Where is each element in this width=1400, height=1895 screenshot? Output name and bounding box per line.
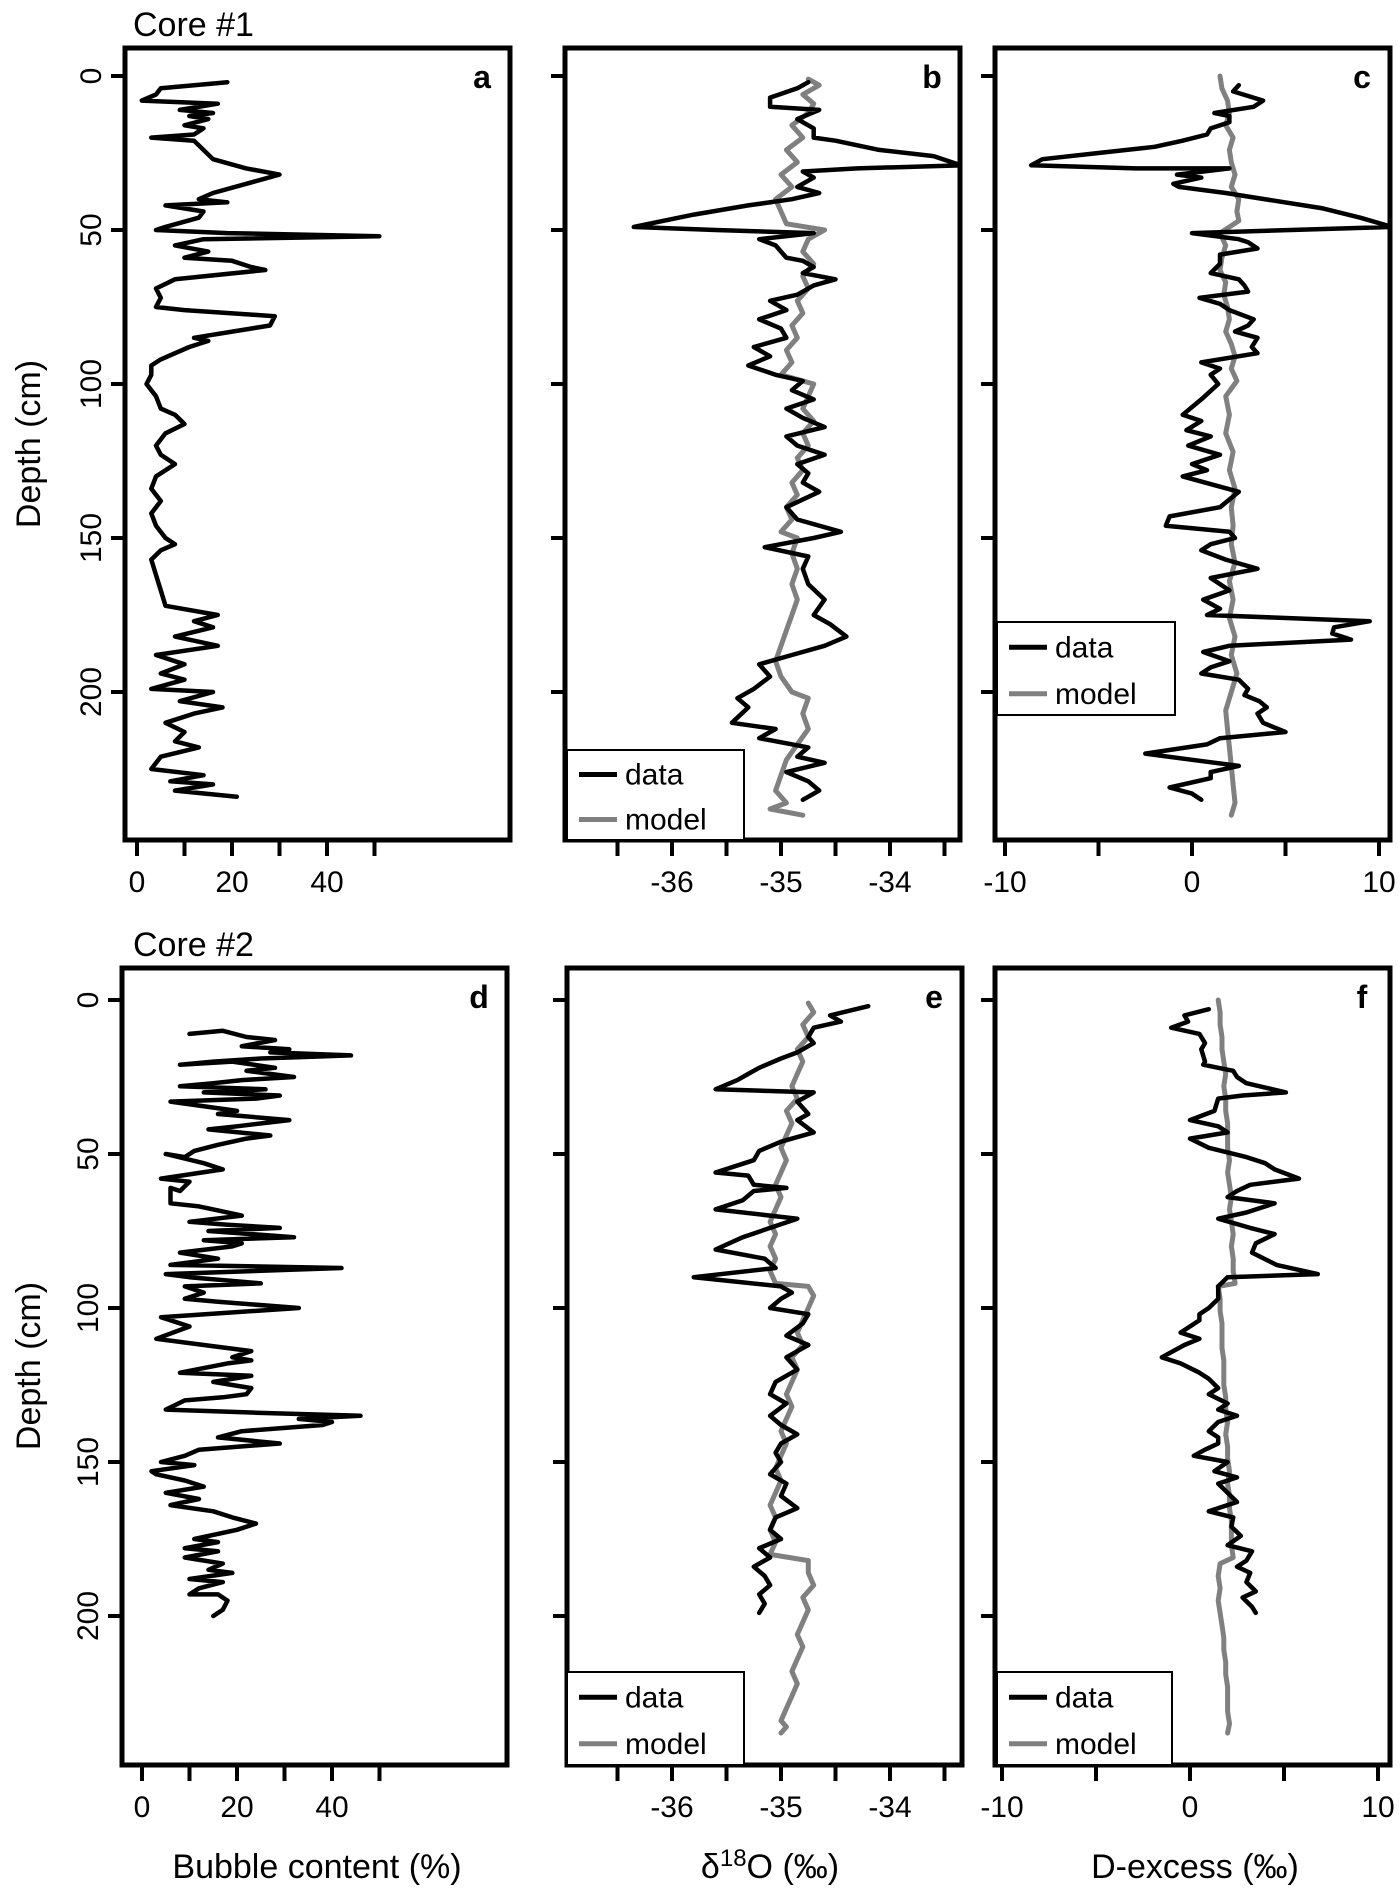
legend-box xyxy=(996,1671,1173,1766)
y-tick-label: 150 xyxy=(72,1437,105,1487)
panel-letter: d xyxy=(469,979,489,1015)
legend: data model xyxy=(566,749,745,841)
x-tick-label: -10 xyxy=(980,1791,1023,1824)
legend-box xyxy=(996,621,1176,716)
legend: data model xyxy=(566,1671,745,1766)
data-series-line xyxy=(1159,1006,1321,1616)
legend-box xyxy=(566,749,745,841)
y-axis-label-core2: Depth (cm) xyxy=(10,1282,48,1450)
legend-label-model: model xyxy=(1055,1728,1137,1761)
core2-title: Core #2 xyxy=(133,926,254,964)
y-tick-label: 200 xyxy=(75,667,108,717)
x-axis-label-bubble: Bubble content (%) xyxy=(172,1848,461,1886)
x-tick-label: 40 xyxy=(315,1791,348,1824)
plot-frame xyxy=(119,965,510,1768)
panel-letter: a xyxy=(473,59,491,95)
legend-label-data: data xyxy=(625,1681,684,1714)
x-axis-label-d18o: δ18O (‰) xyxy=(701,1845,839,1886)
legend-box xyxy=(566,1671,745,1766)
data-series-line xyxy=(631,79,960,803)
data-series-line xyxy=(1028,82,1390,803)
x-tick-label: 0 xyxy=(1182,1791,1199,1824)
legend: data model xyxy=(996,621,1176,716)
data-series-line xyxy=(139,79,382,799)
panel-letter: e xyxy=(925,979,943,1015)
panel-f: -10 0 10 f data model xyxy=(980,965,1395,1824)
panel-a: 0 50 100 150 200 0 20 40 a xyxy=(75,45,513,899)
legend-label-model: model xyxy=(625,1728,707,1761)
x-tick-label: -35 xyxy=(759,1791,802,1824)
x-tick-label: -36 xyxy=(650,866,693,899)
plot-frame xyxy=(992,45,1393,843)
x-tick-label: -35 xyxy=(759,866,802,899)
x-tick-label: 10 xyxy=(1362,866,1395,899)
y-tick-label: 50 xyxy=(75,213,108,246)
legend-label-data: data xyxy=(1055,631,1114,664)
y-tick-label: 100 xyxy=(75,359,108,409)
legend-label-model: model xyxy=(1055,678,1137,711)
core1-title: Core #1 xyxy=(133,6,254,44)
model-series-line xyxy=(1215,997,1238,1736)
data-series-line xyxy=(149,1028,363,1619)
y-tick-label: 0 xyxy=(72,992,105,1009)
x-axis-label-dexcess: D-excess (‰) xyxy=(1091,1848,1299,1886)
legend-label-data: data xyxy=(1055,1681,1114,1714)
data-series-line xyxy=(691,1003,871,1616)
y-axis-label-core1: Depth (cm) xyxy=(10,360,48,528)
panel-letter: f xyxy=(1357,979,1368,1015)
x-tick-label: 20 xyxy=(220,1791,253,1824)
y-tick-label: 200 xyxy=(72,1591,105,1641)
panel-letter: c xyxy=(1353,59,1371,95)
plot-frame xyxy=(562,45,963,843)
y-tick-label: 50 xyxy=(72,1137,105,1170)
x-tick-label: -34 xyxy=(868,866,911,899)
x-tick-label: 10 xyxy=(1361,1791,1394,1824)
y-tick-label: 100 xyxy=(72,1283,105,1333)
y-tick-label: 0 xyxy=(75,68,108,85)
plot-frame xyxy=(992,965,1393,1768)
x-tick-label: -36 xyxy=(650,1791,693,1824)
x-tick-label: 40 xyxy=(310,866,343,899)
panel-b: -36 -35 -34 b data model xyxy=(551,45,963,899)
legend-label-data: data xyxy=(625,759,684,792)
panel-letter: b xyxy=(922,59,942,95)
model-series-line xyxy=(1217,73,1242,818)
legend-label-model: model xyxy=(625,804,707,837)
plot-frame xyxy=(564,965,965,1768)
x-tick-label: 0 xyxy=(129,866,146,899)
y-tick-label: 150 xyxy=(75,513,108,563)
x-tick-label: 0 xyxy=(1184,866,1201,899)
panel-c: -10 0 10 c data model xyxy=(981,45,1396,899)
plot-frame xyxy=(122,45,513,843)
x-tick-label: 0 xyxy=(134,1791,151,1824)
panel-e: -36 -35 -34 e data model xyxy=(553,965,965,1824)
legend: data model xyxy=(996,1671,1173,1766)
x-tick-label: -10 xyxy=(983,866,1026,899)
panel-d: 0 50 100 150 200 0 20 40 d xyxy=(72,965,510,1824)
x-tick-label: -34 xyxy=(868,1791,911,1824)
x-tick-label: 20 xyxy=(215,866,248,899)
